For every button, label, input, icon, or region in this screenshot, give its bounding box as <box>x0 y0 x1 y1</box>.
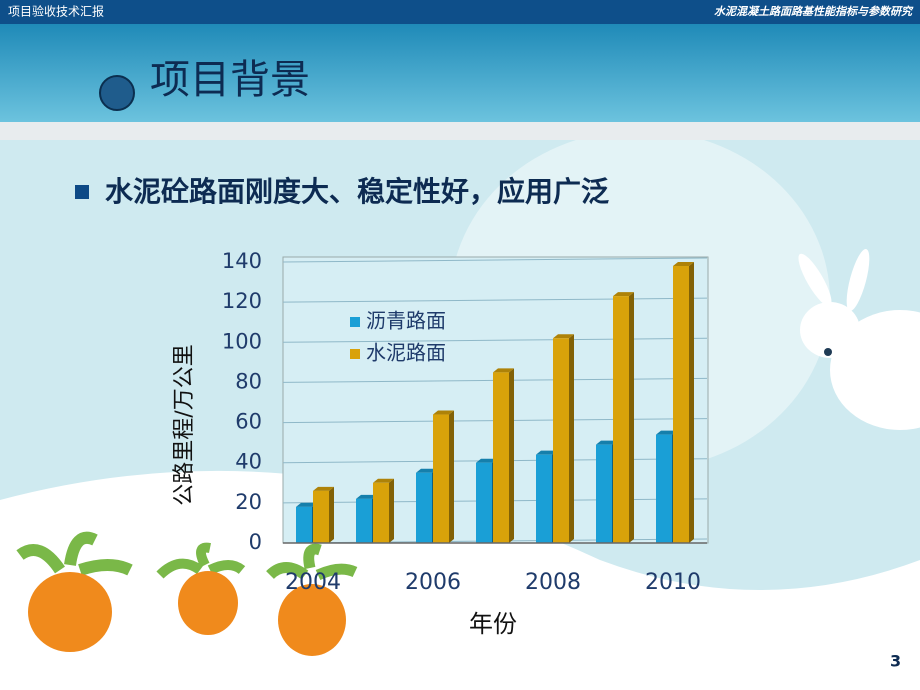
header-right: 水泥混凝土路面路基性能指标与参数研究 <box>714 5 914 18</box>
bg-wave <box>0 470 920 690</box>
x-tick-label: 2006 <box>405 570 461 595</box>
bar-side <box>569 334 574 543</box>
bar <box>356 498 372 543</box>
bar-top <box>433 410 454 415</box>
grid-line <box>282 297 708 303</box>
legend-swatch <box>350 349 360 359</box>
y-tick-label: 100 <box>222 329 262 353</box>
bar-top <box>313 486 334 491</box>
page-number: 3 <box>890 652 901 671</box>
title-band <box>0 24 920 122</box>
bar-side <box>689 262 694 543</box>
legend-swatch <box>350 317 360 327</box>
divider <box>0 122 920 140</box>
bar <box>296 506 312 543</box>
y-tick-label: 120 <box>222 289 262 313</box>
grid-line <box>282 337 708 343</box>
bar-top <box>373 478 394 483</box>
bar <box>313 490 329 543</box>
bar-top <box>656 430 677 435</box>
bar-top <box>356 494 377 499</box>
bar-top <box>596 440 617 445</box>
bar-top <box>673 262 694 267</box>
bar-side <box>389 478 394 543</box>
y-tick-label: 80 <box>235 369 262 393</box>
bar <box>553 338 569 543</box>
y-tick-label: 60 <box>235 410 262 434</box>
x-axis-label: 年份 <box>469 610 517 638</box>
bar <box>416 472 432 543</box>
legend-label: 水泥路面 <box>366 341 446 365</box>
bar <box>613 296 629 543</box>
title-icon <box>99 75 135 111</box>
y-axis-label: 公路里程/万公里 <box>172 344 197 505</box>
bullet-marker <box>75 185 89 199</box>
bar-side <box>509 368 514 543</box>
bar <box>656 434 672 543</box>
top-bar <box>0 0 920 24</box>
bar-top <box>536 450 557 455</box>
y-tick-label: 0 <box>249 530 262 554</box>
bar <box>373 482 389 543</box>
bar-side <box>449 410 454 543</box>
bar <box>596 444 612 543</box>
bar-top <box>476 458 497 463</box>
bar <box>433 414 449 543</box>
x-tick-label: 2008 <box>525 570 581 595</box>
bar-top <box>613 292 634 297</box>
bar <box>493 372 509 543</box>
bar-top <box>296 502 317 507</box>
bar <box>536 454 552 543</box>
grid-line <box>282 257 708 263</box>
legend-label: 沥青路面 <box>366 309 446 333</box>
bar-top <box>416 468 437 473</box>
x-tick-label: 2004 <box>285 570 341 595</box>
bar <box>476 462 492 543</box>
y-tick-label: 20 <box>235 490 262 514</box>
y-tick-label: 140 <box>222 249 262 273</box>
carrots <box>16 531 358 656</box>
bar-side <box>629 292 634 543</box>
bar <box>673 266 689 543</box>
bar-side <box>329 486 334 543</box>
bullet-text: 水泥砼路面刚度大、稳定性好，应用广泛 <box>105 175 609 208</box>
bar-top <box>553 334 574 339</box>
bar-top <box>493 368 514 373</box>
rabbit <box>798 249 920 430</box>
header-left: 项目验收技术汇报 <box>8 4 104 19</box>
x-tick-label: 2010 <box>645 570 701 595</box>
title: 项目背景 <box>150 57 310 103</box>
y-tick-label: 40 <box>235 450 262 474</box>
